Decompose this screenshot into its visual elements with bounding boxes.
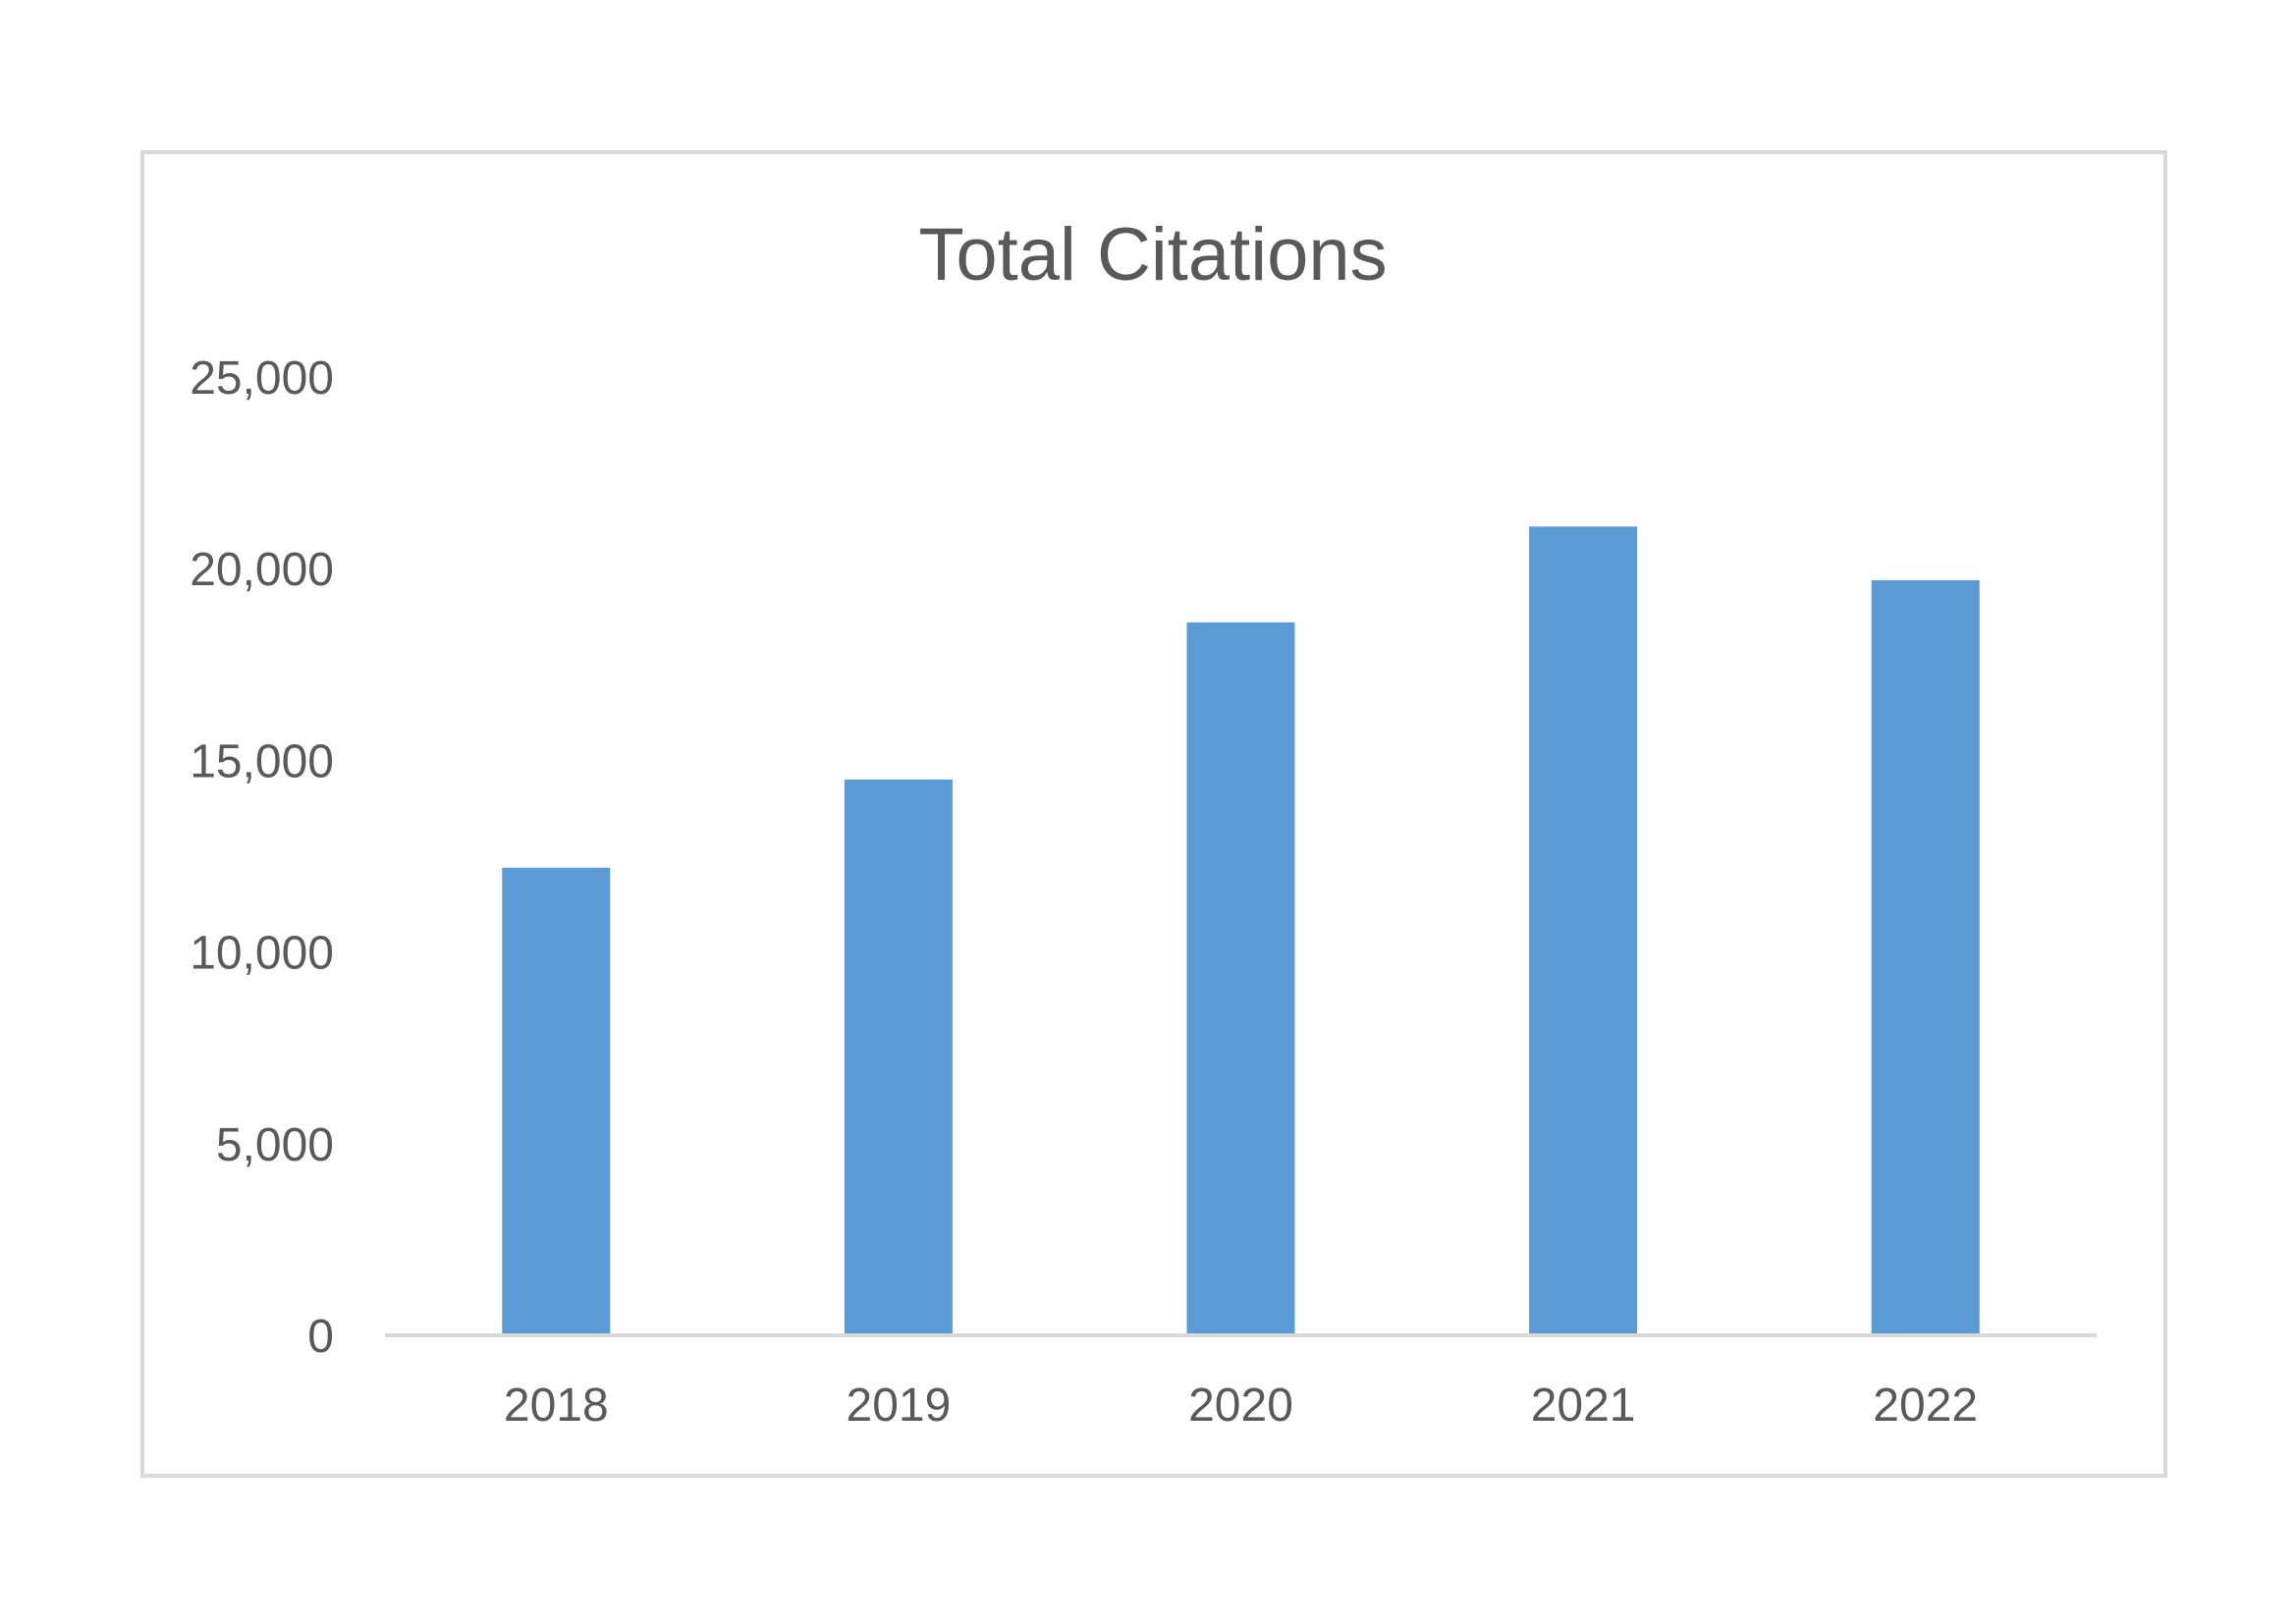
bar-2022	[1871, 579, 1980, 1335]
y-tick-label: 15,000	[190, 735, 334, 787]
x-tick-label: 2018	[504, 1380, 609, 1432]
x-tick-label: 2019	[847, 1380, 952, 1432]
y-tick-label: 10,000	[190, 928, 334, 980]
bar-2018	[502, 867, 611, 1335]
x-tick-label: 2020	[1188, 1380, 1293, 1432]
y-axis-ticks: 0 5,000 10,000 15,000 20,000 25,000	[190, 352, 334, 1363]
y-tick-label: 25,000	[190, 352, 334, 405]
bars	[502, 526, 1980, 1335]
y-tick-label: 0	[307, 1311, 334, 1363]
x-tick-label: 2021	[1531, 1380, 1636, 1432]
bar-2021	[1529, 526, 1638, 1335]
bar-2020	[1186, 622, 1295, 1335]
x-tick-label: 2022	[1873, 1380, 1978, 1432]
y-tick-label: 20,000	[190, 544, 334, 596]
bar-2019	[844, 779, 953, 1335]
x-axis-ticks: 2018 2019 2020 2021 2022	[504, 1380, 1978, 1432]
chart-title: Total Citations	[918, 213, 1387, 297]
y-tick-label: 5,000	[216, 1119, 334, 1171]
chart-frame	[140, 150, 2167, 1478]
